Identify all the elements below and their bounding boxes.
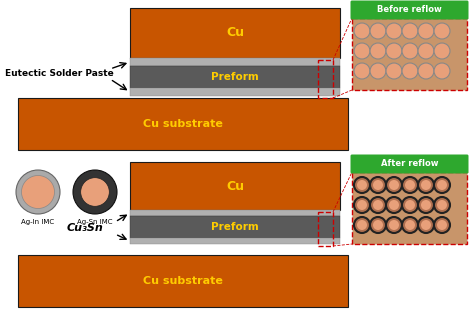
Circle shape xyxy=(418,177,434,193)
FancyBboxPatch shape xyxy=(350,1,468,20)
Circle shape xyxy=(434,43,450,59)
Circle shape xyxy=(405,180,415,190)
Circle shape xyxy=(386,63,402,79)
Circle shape xyxy=(81,178,109,206)
Circle shape xyxy=(402,23,418,39)
Circle shape xyxy=(370,63,386,79)
Circle shape xyxy=(418,43,434,59)
Circle shape xyxy=(437,180,447,190)
Circle shape xyxy=(434,63,450,79)
Circle shape xyxy=(373,200,383,210)
Bar xyxy=(130,162,340,210)
Circle shape xyxy=(354,197,370,213)
Circle shape xyxy=(434,217,450,233)
Bar xyxy=(318,212,333,246)
Circle shape xyxy=(73,170,117,214)
Circle shape xyxy=(434,177,450,193)
Circle shape xyxy=(357,180,367,190)
Circle shape xyxy=(386,43,402,59)
Text: Cu: Cu xyxy=(226,180,244,192)
Circle shape xyxy=(389,180,399,190)
Circle shape xyxy=(418,217,434,233)
Ellipse shape xyxy=(85,186,105,198)
Bar xyxy=(130,216,340,238)
Bar xyxy=(130,8,340,58)
Circle shape xyxy=(354,217,370,233)
Bar xyxy=(130,66,340,88)
Text: After reflow: After reflow xyxy=(381,159,438,169)
Bar xyxy=(130,88,340,96)
Bar xyxy=(352,172,467,244)
Circle shape xyxy=(402,177,418,193)
Text: Before reflow: Before reflow xyxy=(377,5,442,14)
Bar xyxy=(18,255,348,307)
Circle shape xyxy=(386,177,402,193)
Circle shape xyxy=(357,220,367,230)
Circle shape xyxy=(418,23,434,39)
Circle shape xyxy=(418,197,434,213)
Text: Ag-Sn IMC: Ag-Sn IMC xyxy=(77,219,113,225)
Circle shape xyxy=(437,200,447,210)
Circle shape xyxy=(373,220,383,230)
Circle shape xyxy=(370,197,386,213)
Ellipse shape xyxy=(26,184,50,200)
Text: Cu₃Sn: Cu₃Sn xyxy=(67,223,103,233)
Circle shape xyxy=(405,220,415,230)
Circle shape xyxy=(389,220,399,230)
Circle shape xyxy=(354,23,370,39)
Text: Ag-In IMC: Ag-In IMC xyxy=(21,219,55,225)
Circle shape xyxy=(370,177,386,193)
Circle shape xyxy=(434,197,450,213)
Circle shape xyxy=(386,197,402,213)
Circle shape xyxy=(357,200,367,210)
Circle shape xyxy=(373,180,383,190)
Text: Cu substrate: Cu substrate xyxy=(143,276,223,286)
Circle shape xyxy=(421,220,431,230)
Circle shape xyxy=(370,217,386,233)
Circle shape xyxy=(402,43,418,59)
Text: Eutectic Solder Paste: Eutectic Solder Paste xyxy=(5,70,114,78)
Circle shape xyxy=(402,197,418,213)
Bar xyxy=(318,60,333,98)
Bar xyxy=(352,18,467,90)
Text: Preform: Preform xyxy=(211,72,259,82)
Circle shape xyxy=(434,23,450,39)
Circle shape xyxy=(405,200,415,210)
Circle shape xyxy=(386,217,402,233)
Circle shape xyxy=(402,63,418,79)
Bar xyxy=(18,98,348,150)
Circle shape xyxy=(16,170,60,214)
Text: Cu: Cu xyxy=(226,26,244,39)
Circle shape xyxy=(370,23,386,39)
FancyBboxPatch shape xyxy=(350,154,468,174)
Circle shape xyxy=(437,220,447,230)
Bar xyxy=(130,210,340,216)
Text: Cu substrate: Cu substrate xyxy=(143,119,223,129)
Bar xyxy=(130,238,340,244)
Circle shape xyxy=(354,43,370,59)
Circle shape xyxy=(421,200,431,210)
Circle shape xyxy=(354,177,370,193)
Circle shape xyxy=(418,63,434,79)
Circle shape xyxy=(386,23,402,39)
Circle shape xyxy=(354,63,370,79)
Circle shape xyxy=(389,200,399,210)
Circle shape xyxy=(421,180,431,190)
Circle shape xyxy=(402,217,418,233)
Text: Preform: Preform xyxy=(211,222,259,232)
Bar xyxy=(130,58,340,66)
Circle shape xyxy=(21,175,55,209)
Circle shape xyxy=(370,43,386,59)
